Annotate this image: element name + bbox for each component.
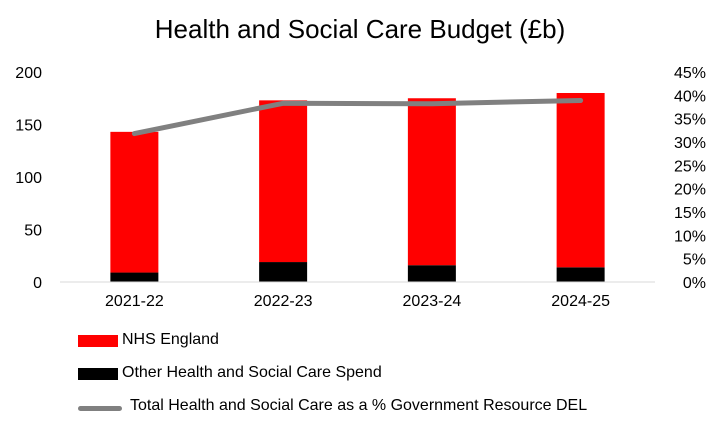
x-tick-label: 2023-24 [403, 293, 462, 310]
y2-tick-label: 0% [683, 275, 706, 292]
bar-nhs-england [556, 93, 605, 268]
y2-tick-label: 10% [674, 228, 706, 245]
y2-tick-label: 15% [674, 205, 706, 222]
legend-swatch-nhs-england [78, 335, 118, 347]
bar-other-spend [407, 265, 456, 282]
y-tick-label: 200 [15, 65, 42, 82]
y2-tick-label: 35% [674, 112, 706, 129]
y-tick-label: 150 [15, 118, 42, 135]
bar-nhs-england [407, 98, 456, 266]
bar-nhs-england [259, 100, 308, 263]
y-tick-label: 0 [33, 275, 42, 292]
legend-label-resource-del-share: Total Health and Social Care as a % Gove… [130, 397, 588, 414]
y2-tick-label: 20% [674, 182, 706, 199]
x-tick-label: 2021-22 [105, 293, 164, 310]
y2-tick-label: 40% [674, 88, 706, 105]
legend-label-other-spend: Other Health and Social Care Spend [122, 364, 382, 381]
y2-tick-label: 5% [683, 252, 706, 269]
legend-label-nhs-england: NHS England [122, 331, 219, 348]
bar-other-spend [110, 272, 159, 282]
chart-title: Health and Social Care Budget (£b) [154, 14, 566, 44]
y-tick-label: 50 [24, 223, 42, 240]
line-resource-del-share [131, 97, 584, 137]
bar-other-spend [556, 267, 605, 282]
y2-tick-label: 25% [674, 158, 706, 175]
x-tick-label: 2022-23 [254, 293, 313, 310]
x-tick-label: 2024-25 [551, 293, 610, 310]
y2-tick-label: 45% [674, 65, 706, 82]
legend-swatch-other-spend [78, 368, 118, 380]
bar-nhs-england [110, 131, 159, 273]
y2-tick-label: 30% [674, 135, 706, 152]
y-tick-label: 100 [15, 170, 42, 187]
bar-other-spend [259, 262, 308, 282]
legend-swatch-resource-del-share [78, 406, 122, 411]
